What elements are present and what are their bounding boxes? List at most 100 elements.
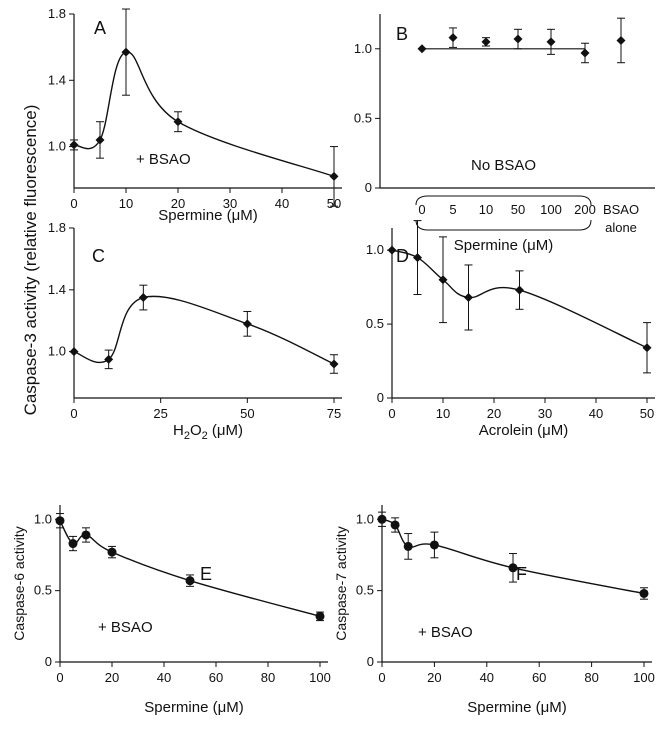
- x-tick-label-extra: alone: [605, 220, 637, 235]
- data-point: [387, 245, 397, 255]
- data-point: [448, 33, 458, 43]
- panel-c: 1.0 1.4 1.8 C 0 25 50 75 H2O2 (μM): [48, 220, 342, 442]
- data-point: [464, 292, 473, 302]
- data-point: [69, 347, 79, 357]
- data-point: [242, 319, 252, 329]
- x-tick-label: 60: [532, 670, 546, 685]
- y-tick-label: 1.8: [48, 220, 66, 235]
- panel-f: 0 0.5 1.0 F 0 20 40 60 80 100 Spermine (μM) Caspase…: [333, 505, 655, 716]
- panel-b: 0 0.5 1.0 B 0 5 10 50 100 200 BSAO alone No BSAO Sper…: [354, 14, 655, 254]
- x-tick-label: 20: [487, 406, 501, 421]
- data-point: [546, 37, 556, 47]
- x-axis-label-sub: 2: [184, 430, 190, 442]
- y-tick-label: 1.0: [366, 242, 384, 257]
- x-axis-label: Spermine (μM): [467, 699, 567, 716]
- x-tick-label: 0: [70, 406, 77, 421]
- data-point: [642, 343, 652, 353]
- x-axis-label: H2O2 (μM): [173, 422, 243, 442]
- data-point: [403, 541, 413, 551]
- bracket-top: [415, 195, 592, 206]
- y-tick-label: 1.8: [48, 6, 66, 21]
- data-point: [438, 275, 448, 285]
- bracket-bottom: [415, 219, 592, 231]
- panel-label: D: [396, 246, 409, 266]
- data-point: [639, 588, 649, 598]
- x-axis-label: Spermine (μM): [454, 237, 554, 254]
- data-point: [377, 514, 387, 524]
- x-tick-label: 0: [378, 670, 385, 685]
- x-tick-label: 10: [479, 202, 493, 217]
- x-tick-label: 0: [70, 196, 77, 211]
- x-tick-label: 40: [275, 196, 289, 211]
- x-tick-label: 0: [418, 202, 425, 217]
- data-point: [513, 34, 523, 44]
- data-point: [390, 520, 400, 530]
- x-axis-label-part: (μM): [208, 422, 243, 439]
- y-tick-label: 1.4: [48, 282, 66, 297]
- x-tick-label-extra: BSAO: [603, 202, 639, 217]
- x-tick-label: 40: [589, 406, 603, 421]
- series-line: [73, 295, 335, 365]
- x-tick-label: 50: [511, 202, 525, 217]
- y-tick-label: 1.0: [48, 139, 66, 154]
- x-tick-label: 5: [449, 202, 456, 217]
- x-tick-label: 80: [584, 670, 598, 685]
- panel-label: A: [94, 18, 106, 38]
- panel-d: 0 0.5 1.0 D 0 10 20 30 40 50 Acrolein (μM): [366, 220, 655, 439]
- x-tick-label: 75: [327, 406, 341, 421]
- x-axis-label: Spermine (μM): [144, 699, 244, 716]
- x-tick-label: 40: [480, 670, 494, 685]
- x-axis-label: Spermine (μM): [158, 207, 258, 224]
- data-point: [173, 117, 183, 127]
- y-tick-label: 0.5: [354, 110, 372, 125]
- x-tick-label: 50: [240, 406, 254, 421]
- y-tick-label: 1.0: [356, 511, 374, 526]
- x-tick-label: 20: [171, 196, 185, 211]
- data-point: [417, 44, 427, 54]
- data-point: [69, 140, 79, 150]
- y-tick-label: 0: [365, 180, 372, 195]
- y-tick-label: 1.0: [48, 344, 66, 359]
- x-axis-label-sub: 2: [202, 430, 208, 442]
- data-point: [95, 135, 105, 145]
- panel-label: F: [516, 564, 527, 584]
- x-tick-label: 100: [540, 202, 562, 217]
- annotation: + BSAO: [136, 151, 191, 168]
- data-point: [138, 293, 148, 303]
- shared-y-axis-label: Caspase-3 activity (relative fluorescenc…: [21, 105, 40, 416]
- data-point: [616, 35, 626, 45]
- panel-label: B: [396, 24, 408, 44]
- data-point: [68, 539, 78, 549]
- x-tick-label: 25: [153, 406, 167, 421]
- y-tick-label: 0: [367, 654, 374, 669]
- data-point: [104, 354, 114, 364]
- panel-label: E: [200, 564, 212, 584]
- y-tick-label: 1.4: [48, 72, 66, 87]
- x-tick-label: 30: [223, 196, 237, 211]
- x-tick-label: 10: [119, 196, 133, 211]
- x-axis-label: Acrolein (μM): [479, 422, 569, 439]
- data-point: [107, 547, 117, 557]
- y-tick-label: 0: [377, 390, 384, 405]
- y-tick-label: 0.5: [366, 316, 384, 331]
- x-tick-label: 30: [538, 406, 552, 421]
- data-point: [329, 171, 339, 181]
- panel-label: C: [92, 246, 105, 266]
- y-tick-label: 0.5: [356, 583, 374, 598]
- y-tick-label: 1.0: [354, 41, 372, 56]
- data-point: [580, 48, 590, 58]
- x-tick-label: 20: [105, 670, 119, 685]
- x-tick-label: 100: [633, 670, 655, 685]
- data-point: [55, 516, 65, 526]
- y-tick-label: 0.5: [34, 583, 52, 598]
- data-point: [121, 47, 131, 57]
- panel-e: 0 0.5 1.0 E 0 20 40 60 80 100 Spermine (μM) Caspase…: [11, 505, 331, 716]
- data-point: [508, 563, 518, 573]
- x-tick-label: 200: [574, 202, 596, 217]
- annotation: + BSAO: [98, 619, 153, 636]
- y-tick-label: 1.0: [34, 511, 52, 526]
- x-tick-label: 60: [209, 670, 223, 685]
- data-point: [329, 359, 339, 369]
- x-tick-label: 0: [388, 406, 395, 421]
